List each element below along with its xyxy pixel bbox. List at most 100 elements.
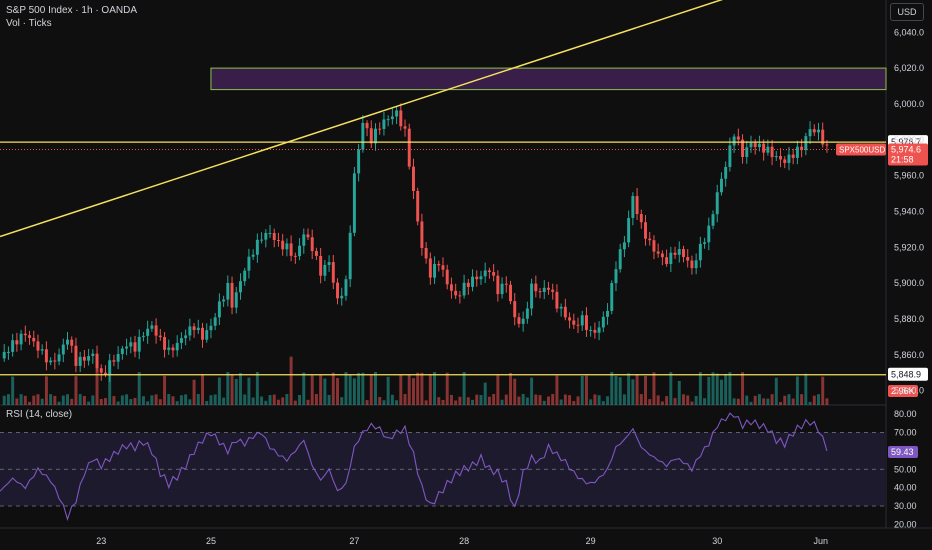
candle-body [686, 257, 690, 261]
candle-body [361, 122, 365, 150]
candle-body [260, 239, 264, 241]
candle-body [36, 341, 40, 351]
volume-bar [504, 394, 508, 405]
volume-bar [213, 394, 217, 405]
volume-bar [298, 394, 302, 405]
candle-body [513, 301, 517, 318]
volume-bar [70, 398, 74, 405]
volume-bar [192, 379, 196, 405]
volume-bar [449, 394, 453, 405]
candle-body [753, 143, 757, 148]
candle-body [74, 345, 78, 366]
time-tick-label: Jun [813, 536, 828, 546]
volume-bar [289, 356, 293, 405]
candle-body [407, 128, 411, 167]
volume-bar [779, 401, 783, 405]
volume-bar [251, 397, 255, 405]
volume-bar [500, 399, 504, 405]
candle-body [141, 335, 145, 337]
candle-body [108, 360, 112, 374]
candle-body [319, 255, 323, 276]
volume-bar [11, 376, 15, 405]
candle-body [222, 299, 226, 302]
volume-bar [707, 376, 711, 405]
volume-bar [546, 396, 550, 405]
candle-body [703, 242, 707, 244]
rsi-title[interactable]: RSI (14, close) [6, 409, 73, 420]
volume-bar [15, 398, 19, 405]
volume-bar [49, 394, 53, 405]
candle-body [352, 173, 356, 233]
candle-body [209, 325, 213, 331]
rsi-last-label: 59.43 [891, 447, 914, 457]
volume-bar [572, 401, 576, 405]
candle-body [521, 318, 525, 324]
volume-bar [188, 399, 192, 405]
volume-bar [521, 394, 525, 405]
volume-bar [825, 398, 829, 405]
candle-body [369, 128, 373, 144]
candle-body [487, 270, 491, 273]
volume-bar [66, 394, 69, 405]
time-axis: 232527282930Jun34568 [96, 536, 828, 546]
volume-bar [694, 396, 698, 405]
candle-body [749, 143, 753, 148]
volume-bar [568, 395, 572, 405]
volume-bar [682, 394, 685, 405]
volume-bar [660, 401, 664, 405]
volume-bar [108, 372, 112, 405]
volume-bar [19, 394, 23, 405]
volume-bar [407, 375, 411, 405]
volume-bar [576, 396, 580, 405]
candle-body [563, 306, 567, 318]
candle-body [492, 272, 496, 276]
candle-body [120, 348, 124, 355]
candle-body [458, 295, 462, 297]
volume-bar [411, 378, 415, 405]
candle-body [682, 249, 685, 258]
candle-body [103, 372, 107, 374]
volume-bar [774, 377, 778, 405]
candle-body [116, 354, 120, 362]
volume-bar [424, 400, 428, 405]
volume-bar [542, 400, 546, 405]
volume-bar [399, 374, 403, 405]
candle-body [399, 110, 403, 127]
volume-bar [120, 395, 124, 405]
candle-body [53, 360, 57, 362]
volume-last-bg [888, 385, 918, 397]
volume-bar [433, 372, 437, 405]
candle-body [525, 308, 529, 319]
volume-bar [28, 401, 32, 405]
volume-bar [285, 394, 289, 405]
candle-body [70, 339, 74, 346]
candle-body [2, 351, 6, 359]
candle-body [310, 237, 314, 252]
volume-bar [243, 394, 247, 405]
volume-bar [762, 398, 766, 405]
time-tick-label: 30 [712, 536, 722, 546]
symbol-title[interactable]: S&P 500 Index · 1h · OANDA [6, 5, 137, 16]
volume-bar [795, 376, 799, 405]
candle-body [285, 243, 289, 250]
trend-line [0, 0, 724, 238]
candle-body [479, 276, 483, 280]
volume-bar [365, 400, 369, 405]
candle-body [757, 143, 761, 148]
volume-bar [757, 394, 761, 405]
candle-body [357, 149, 361, 174]
volume-bar [179, 395, 183, 405]
currency-button[interactable]: USD [890, 3, 924, 21]
volume-bar [348, 374, 352, 405]
last-price-label: 5,974.6 [891, 144, 921, 154]
candle-body [614, 269, 618, 284]
candle-body [49, 360, 53, 363]
rsi-pane [0, 412, 886, 522]
volume-bar [800, 394, 804, 405]
volume-bar [201, 374, 204, 405]
candle-body [589, 329, 593, 331]
volume-bar [677, 380, 681, 405]
volume-bar [631, 379, 635, 405]
volume-label[interactable]: Vol · Ticks [6, 18, 52, 29]
